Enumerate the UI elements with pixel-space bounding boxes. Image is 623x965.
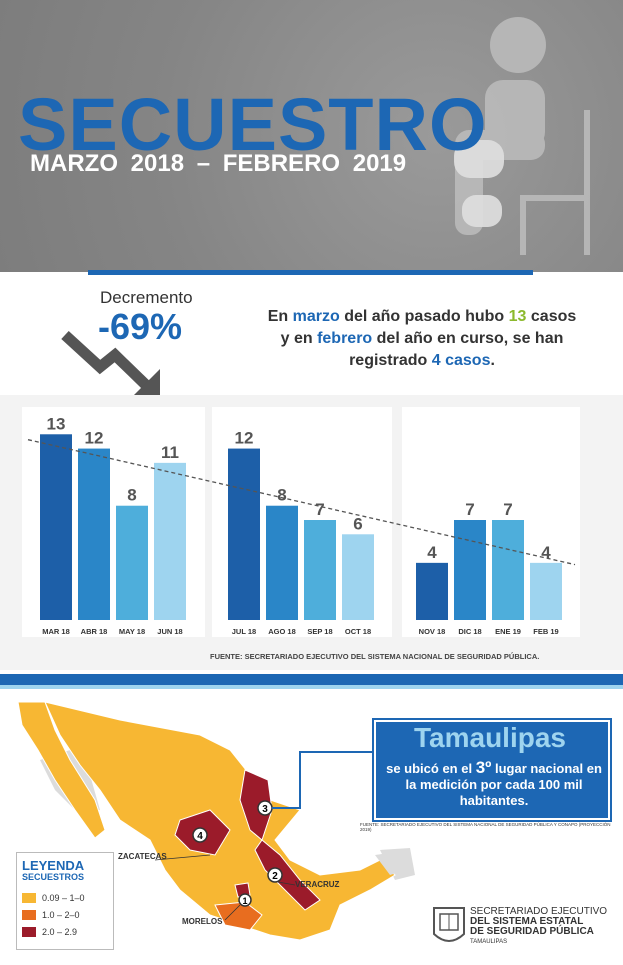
legend-item: 2.0 – 2.9: [22, 927, 77, 937]
x-tick-label: NOV 18: [419, 627, 446, 636]
x-tick-label: DIC 18: [458, 627, 481, 636]
legend-swatch: [22, 893, 36, 903]
tamaulipas-text: se ubicó en el 3º lugar nacional en la m…: [386, 758, 602, 808]
decrease-value: -69%: [98, 306, 183, 347]
x-tick-label: OCT 18: [345, 627, 371, 636]
bar-nov-18: [416, 562, 448, 620]
bar-mar-18: [40, 434, 72, 620]
bar-may-18: [116, 505, 148, 620]
label-morelos: MORELOS: [182, 917, 223, 926]
org-logo-text: SECRETARIADO EJECUTIVO DEL SISTEMA ESTAT…: [470, 906, 608, 946]
bar-value-label: 8: [277, 486, 286, 505]
bar-value-label: 11: [161, 443, 179, 462]
bar-value-label: 7: [503, 500, 512, 519]
bar-value-label: 4: [427, 543, 437, 562]
kidnap-victim-illustration: [454, 17, 590, 255]
chart-source: FUENTE: SECRETARIADO EJECUTIVO DEL SISTE…: [210, 652, 540, 661]
x-tick-label: ENE 19: [495, 627, 521, 636]
hero-banner: [0, 0, 623, 272]
mexico-map: 4 3 2 1: [17, 701, 415, 941]
bar-chart: 13 MAR 18 12 ABR 18 8 MAY 18 11 JUN 18 12 JUL 18 8…: [22, 407, 580, 637]
label-zacatecas: ZACATECAS: [118, 852, 167, 861]
bar-ene-19: [492, 520, 524, 620]
bar-value-label: 8: [127, 486, 136, 505]
bar-jun-18: [154, 462, 186, 620]
legend-item: 1.0 – 2–0: [22, 910, 80, 920]
rank-marker-2: 2: [272, 871, 278, 882]
decrease-label: Decremento: [100, 288, 193, 307]
date-range: MARZO 2018 – FEBRERO 2019: [30, 150, 407, 177]
rank-marker-1: 1: [242, 896, 247, 906]
tamaulipas-source: FUENTE: SECRETARIADO EJECUTIVO DEL SISTE…: [360, 822, 611, 832]
trend-line: [27, 439, 576, 566]
x-tick-label: AGO 18: [268, 627, 296, 636]
x-tick-label: JUL 18: [232, 627, 256, 636]
bar-ago-18: [266, 505, 298, 620]
label-veracruz: VERACRUZ: [295, 880, 340, 889]
bar-abr-18: [78, 448, 110, 620]
bar-value-label: 12: [85, 429, 104, 448]
bar-value-label: 4: [541, 543, 551, 562]
rank-marker-3: 3: [262, 804, 268, 815]
x-tick-label: MAR 18: [42, 627, 70, 636]
x-tick-label: MAY 18: [119, 627, 145, 636]
divider: [88, 270, 533, 275]
rank-marker-4: 4: [197, 831, 203, 842]
page-title: SECUESTRO: [18, 83, 488, 166]
bar-dic-18: [454, 520, 486, 620]
x-tick-label: SEP 18: [307, 627, 332, 636]
seal-icon: [433, 907, 465, 942]
legend-swatch: [22, 910, 36, 920]
section-band-light: [0, 685, 623, 689]
legend-title: LEYENDA: [22, 858, 85, 873]
bar-value-label: 7: [465, 500, 474, 519]
down-arrow-icon: [61, 330, 160, 397]
bar-feb-19: [530, 562, 562, 620]
bar-jul-18: [228, 448, 260, 620]
tamaulipas-box: [372, 718, 612, 822]
x-tick-label: FEB 19: [533, 627, 558, 636]
bar-value-label: 13: [47, 414, 66, 433]
bar-value-label: 12: [235, 429, 254, 448]
x-tick-label: JUN 18: [157, 627, 182, 636]
bar-sep-18: [304, 520, 336, 620]
legend-item: 0.09 – 1–0: [22, 893, 85, 903]
legend-swatch: [22, 927, 36, 937]
x-tick-label: ABR 18: [81, 627, 108, 636]
bar-value-label: 6: [353, 514, 362, 533]
bar-oct-18: [342, 534, 374, 620]
summary-text: En marzo del año pasado hubo 13 casos y …: [267, 308, 577, 369]
chart-area: 13 MAR 18 12 ABR 18 8 MAY 18 11 JUN 18 12 JUL 18 8…: [0, 395, 623, 670]
section-band: [0, 674, 623, 685]
legend-subtitle: SECUESTROS: [22, 872, 85, 882]
bar-value-label: 7: [315, 500, 324, 519]
tamaulipas-title: Tamaulipas: [414, 722, 566, 753]
